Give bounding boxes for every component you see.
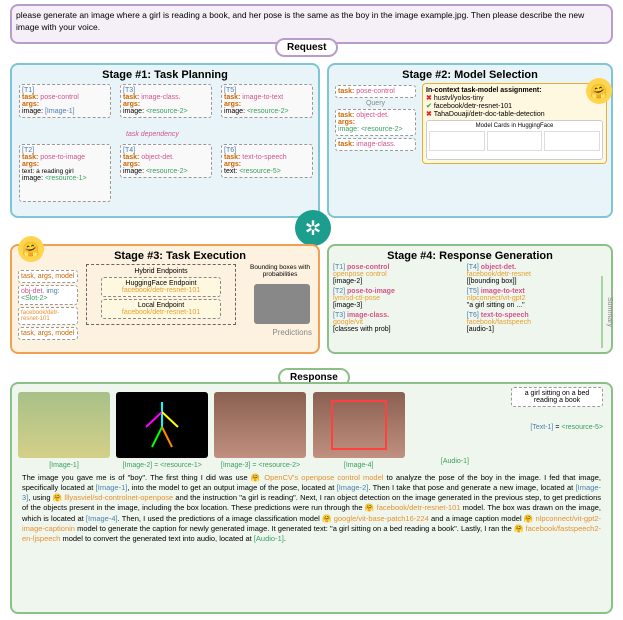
stage2-title: Stage #2: Model Selection: [333, 69, 607, 81]
s4-t1: [T1] pose-controlopenpose control[image-…: [333, 264, 465, 285]
s4-t5: [T5] image-to-textnlpconnect/vit-gpt2"a …: [467, 288, 599, 309]
thumb-1: [18, 392, 110, 458]
stage1-title: Stage #1: Task Planning: [16, 69, 314, 81]
stage4-box: Stage #4: Response Generation Summary [T…: [327, 244, 613, 354]
s4-t6: [T6] text-to-speechfacebook/fastspeech[a…: [467, 312, 599, 333]
stage2-box: Stage #2: Model Selection task: pose-con…: [327, 63, 613, 218]
assign-1: ✔ facebook/detr-resnet-101: [426, 102, 603, 110]
request-text: please generate an image where a girl is…: [16, 10, 607, 34]
response-box: a girl sitting on a bed reading a book […: [10, 382, 613, 614]
task-t6: [T6] task: text-to-speech args: text: <r…: [221, 144, 313, 178]
task-t3: [T3] task: image-class. args: image: <re…: [120, 84, 212, 118]
s3-io-2: facebook/detr-resnet-101: [18, 307, 78, 325]
task-t5: [T5] task: image-to-text args: image: <r…: [221, 84, 313, 118]
s2-query-2: task: object-det.args:image: <resource-2…: [335, 109, 416, 136]
s3-io-0: task, args, model: [18, 270, 78, 283]
preview-thumb: [254, 284, 310, 324]
predictions-label: Predictions: [272, 328, 312, 337]
assign-2: ✖ TahaDouaji/detr-doc-table-detection: [426, 110, 603, 118]
s4-t3: [T3] image-class.google/vit[classes with…: [333, 312, 465, 333]
pose-skeleton-icon: [116, 392, 208, 458]
hf-emoji-icon: 🤗: [586, 78, 612, 104]
hf-endpoint: HuggingFace Endpoint facebook/detr-resne…: [101, 277, 221, 297]
text-eq: [Text-1] = <resource-5>: [530, 424, 603, 431]
caption-box: a girl sitting on a bed reading a book: [511, 387, 603, 407]
stage1-box: Stage #1: Task Planning [T1] task: pose-…: [10, 63, 320, 218]
s3-io-3: task, args, model: [18, 327, 78, 340]
response-body: The image you gave me is of "boy". The f…: [16, 469, 607, 548]
query-label: Query: [333, 100, 418, 107]
stage4-title: Stage #4: Response Generation: [333, 250, 607, 262]
s4-t4: [T4] object-det.facebook/detr-resnet[[bo…: [467, 264, 599, 285]
task-t2: [T2] task: pose-to-image args: text: a r…: [19, 144, 111, 202]
thumb-2: [116, 392, 208, 458]
model-cards-preview: Model Cards in HuggingFace: [426, 120, 603, 160]
s3-io-1: obj-det. img: <Slot-2>: [18, 285, 78, 305]
s4-t2: [T2] pose-to-imagelym/sd-ctl-pose[image-…: [333, 288, 465, 309]
bbox-label: Bounding boxes with probabilities: [246, 264, 314, 278]
s2-query-1: task: pose-control: [335, 85, 416, 98]
request-label: Request: [275, 38, 338, 57]
panel-title: In-context task-model assignment:: [426, 87, 603, 94]
thumb-3: [214, 392, 306, 458]
assign-0: ✖ hustvl/yolos-tiny: [426, 94, 603, 102]
local-endpoint: Local Endpoint facebook/detr-resnet-101: [101, 299, 221, 319]
openai-logo-icon: ✲: [295, 210, 331, 246]
stage3-box: 🤗 Stage #3: Task Execution task, args, m…: [10, 244, 320, 354]
model-assignment-panel: 🤗 In-context task-model assignment: ✖ hu…: [422, 83, 607, 164]
dep-label: task dependency: [126, 131, 179, 138]
s2-query-3: task: image-class.: [335, 138, 416, 151]
hybrid-endpoints: Hybrid Endpoints HuggingFace Endpoint fa…: [86, 264, 236, 325]
stage3-title: Stage #3: Task Execution: [46, 250, 314, 262]
thumb-4: [313, 392, 405, 458]
task-t4: [T4] task: object-det. args: image: <res…: [120, 144, 212, 178]
task-t1: [T1] task: pose-control args: image: [Im…: [19, 84, 111, 118]
summary-label: Summary: [601, 276, 613, 348]
hf-emoji-icon: 🤗: [18, 236, 44, 262]
